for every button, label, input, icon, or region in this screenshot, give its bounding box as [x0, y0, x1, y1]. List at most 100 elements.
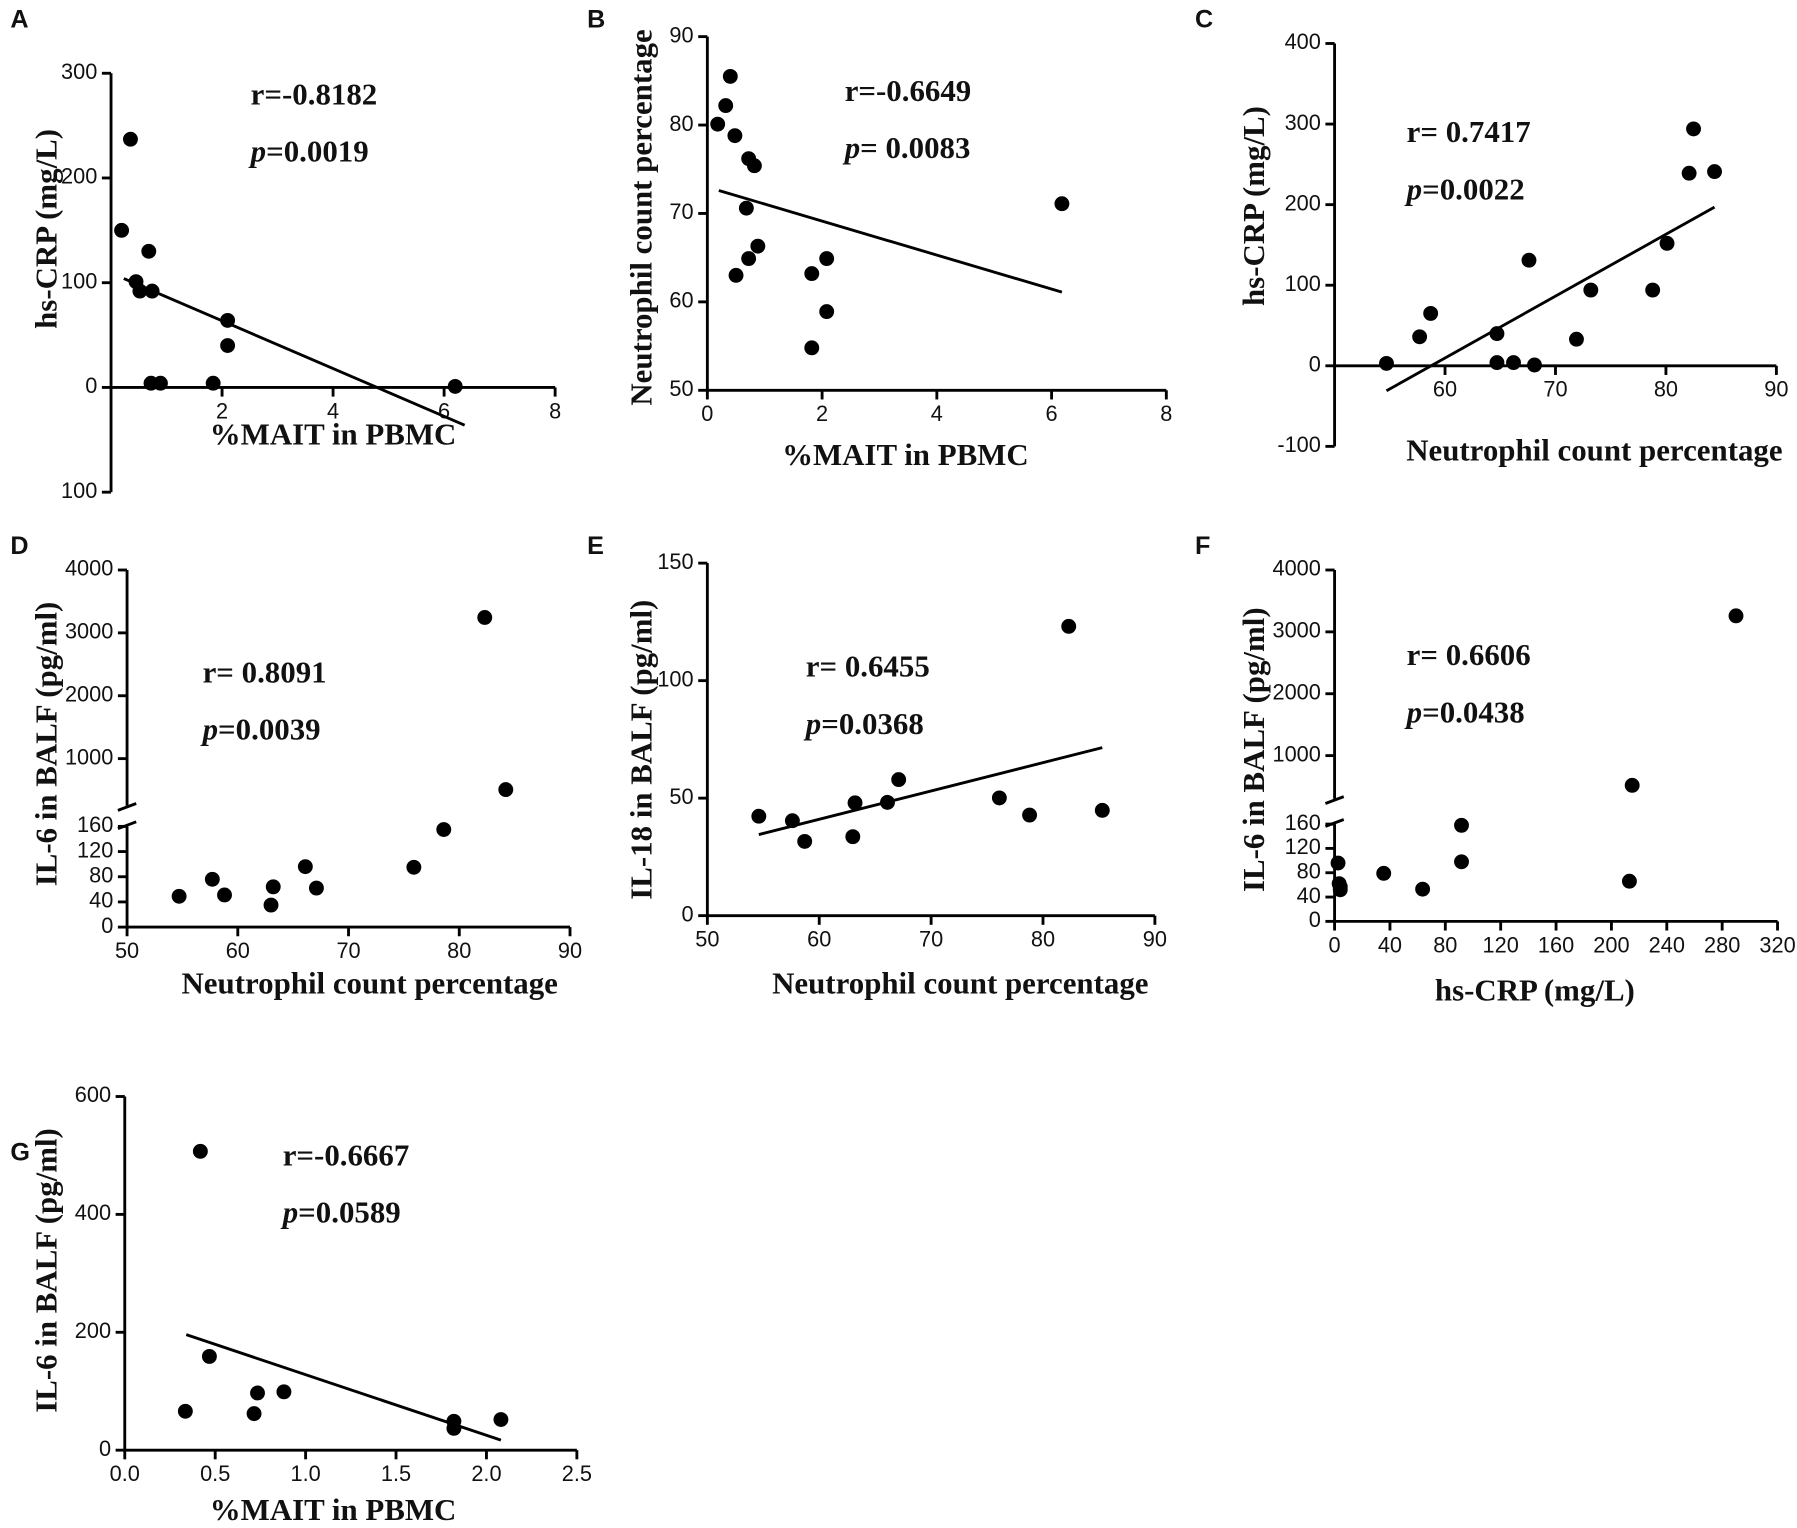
data-point [204, 871, 220, 887]
data-point [751, 808, 767, 824]
y-tick-label: 400 [75, 1200, 111, 1225]
y-axis-title: IL-6 in BALF (pg/ml) [28, 1128, 63, 1413]
x-axis-title: %MAIT in PBMC [210, 1492, 457, 1527]
y-tick-label: 50 [669, 376, 693, 401]
y-tick-label: 4000 [65, 556, 113, 581]
x-tick-label: 70 [919, 927, 943, 952]
data-point [1728, 608, 1744, 624]
y-tick-label: 80 [89, 862, 113, 887]
x-tick-label: 280 [1704, 932, 1740, 957]
data-point [141, 243, 157, 259]
y-tick-label: -100 [1277, 432, 1321, 457]
data-point [1454, 854, 1469, 870]
data-point [804, 340, 820, 356]
x-tick-label: 2 [216, 398, 228, 423]
panel-letter: F [1195, 532, 1210, 560]
y-axis-title: hs-CRP (mg/L) [1236, 106, 1271, 306]
data-point [447, 378, 463, 394]
x-tick-label: 90 [1143, 927, 1167, 952]
data-point [1376, 865, 1392, 881]
x-axis-title: %MAIT in PBMC [210, 416, 457, 451]
y-tick-label: 200 [75, 1318, 111, 1343]
axis-break [117, 820, 137, 831]
annotation: r=-0.6649 [845, 73, 972, 108]
data-point [436, 822, 452, 837]
data-point [263, 897, 279, 913]
y-tick-label: 200 [61, 164, 97, 189]
y-tick-label: 600 [75, 1082, 111, 1107]
data-point [1624, 777, 1640, 793]
y-tick-label: 4000 [1272, 556, 1320, 581]
data-point [132, 283, 148, 299]
data-point [1061, 618, 1077, 634]
x-axis-title: Neutrophil count percentage [1406, 432, 1782, 467]
annotation: p=0.0368 [803, 706, 924, 741]
data-point [153, 375, 168, 391]
annotation-text: =0.0438 [1422, 694, 1525, 729]
x-tick-label: 6 [1046, 401, 1058, 426]
x-tick-label: 4 [931, 401, 943, 426]
y-tick-label: 1000 [1272, 741, 1320, 766]
data-point [144, 283, 160, 299]
annotation-text: =0.0022 [1422, 171, 1525, 206]
x-tick-label: 40 [1378, 932, 1402, 957]
panel-letter: A [10, 5, 28, 33]
data-point [1621, 873, 1637, 889]
data-point [177, 1403, 193, 1419]
data-point [1379, 355, 1394, 371]
y-tick-label: 150 [657, 549, 693, 574]
y-tick-label: 300 [61, 59, 97, 84]
data-point [1489, 355, 1505, 371]
data-point [1412, 329, 1428, 345]
axis-break [117, 802, 137, 812]
x-tick-label: 4 [327, 398, 339, 423]
data-point [246, 1406, 262, 1422]
data-point [1415, 881, 1431, 897]
data-point [891, 772, 907, 788]
data-point [276, 1384, 292, 1400]
data-point [718, 98, 734, 114]
annotation-text: r=-0.8182 [251, 76, 378, 111]
x-tick-label: 80 [1031, 927, 1055, 952]
axis-break [1324, 818, 1345, 828]
annotation: r= 0.6455 [806, 649, 930, 684]
data-point [1569, 331, 1584, 347]
y-tick-label: 100 [657, 666, 693, 691]
data-point [250, 1385, 265, 1401]
annotation-italic: p [842, 130, 860, 165]
y-tick-label: 80 [1297, 858, 1321, 883]
x-tick-label: 50 [115, 938, 139, 963]
data-point [1583, 282, 1599, 298]
annotation: r= 0.6606 [1407, 637, 1531, 672]
x-tick-label: 160 [1538, 932, 1574, 957]
annotation: p=0.0589 [280, 1195, 401, 1230]
y-tick-label: 2000 [65, 681, 113, 706]
data-point [741, 251, 757, 266]
y-tick-label: 0 [85, 373, 97, 398]
data-point [1054, 196, 1070, 212]
data-point [171, 888, 187, 904]
data-point [1330, 855, 1346, 871]
y-tick-label: 400 [1285, 29, 1321, 54]
x-tick-label: 60 [807, 927, 831, 952]
data-point [750, 238, 766, 254]
x-tick-label: 60 [1433, 377, 1457, 402]
data-point [297, 859, 313, 875]
data-point [446, 1420, 462, 1436]
annotation: p=0.0039 [200, 712, 321, 747]
data-point [1527, 357, 1542, 373]
data-point [797, 833, 813, 849]
x-tick-label: 2.0 [471, 1461, 501, 1486]
data-point [710, 116, 726, 132]
y-tick-label: 3000 [1272, 618, 1320, 643]
data-point [1332, 879, 1348, 895]
annotation-text: r= 0.7417 [1407, 114, 1531, 149]
data-point [308, 880, 324, 896]
data-point [406, 859, 422, 875]
y-tick-label: 100 [61, 268, 97, 293]
y-tick-label: 80 [669, 111, 693, 136]
annotation: r= 0.7417 [1407, 114, 1531, 149]
data-point [738, 200, 754, 216]
data-point [205, 375, 221, 391]
y-tick-label: 0 [682, 901, 694, 926]
